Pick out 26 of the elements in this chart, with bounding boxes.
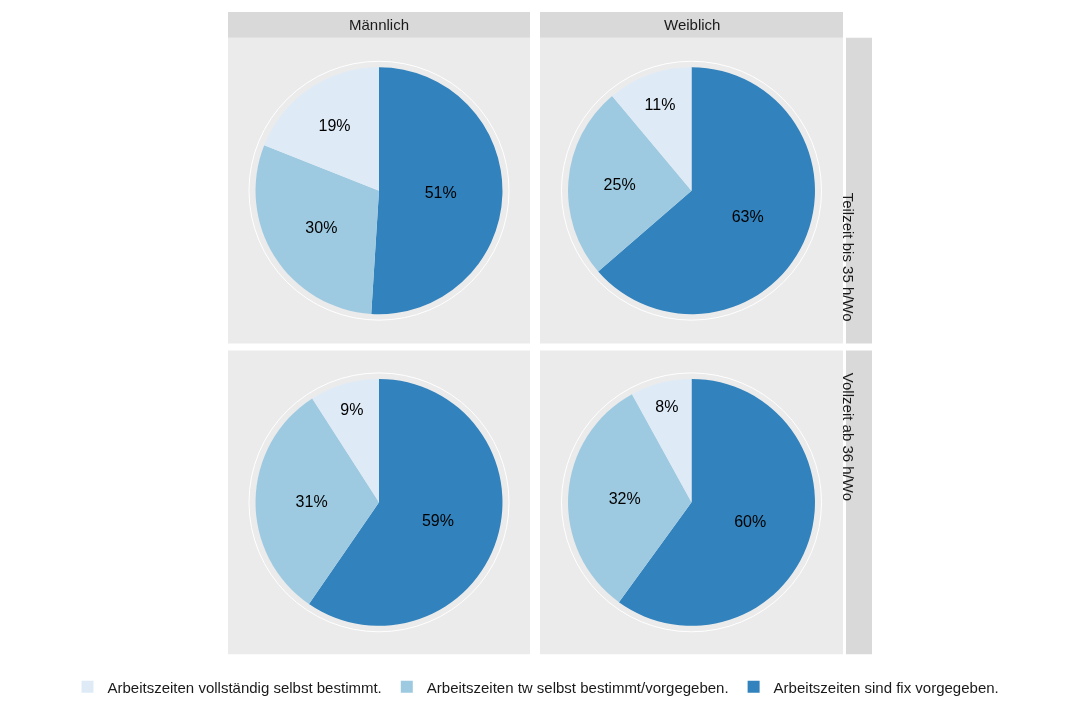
pie-slice — [255, 398, 379, 605]
data-label: 8% — [655, 398, 679, 416]
legend-label: Arbeitszeiten sind fix vorgegeben. — [773, 678, 999, 696]
data-label: 9% — [340, 401, 364, 419]
pie-slice — [371, 67, 503, 314]
chart-title: Weiblich — [664, 16, 721, 33]
data-label: 32% — [608, 489, 641, 507]
text: Teilzeit bis 35 h/Wo — [839, 192, 857, 322]
text: Vollzeit ab 36 h/Wo — [839, 372, 857, 501]
data-label: 25% — [603, 176, 636, 194]
data-label: 19% — [318, 116, 351, 134]
data-label: 60% — [734, 512, 767, 530]
data-label: 63% — [731, 207, 764, 225]
legend-label: Arbeitszeiten tw selbst bestimmt/vorgegeben. — [426, 678, 729, 696]
data-label: 31% — [295, 492, 328, 510]
data-label: 59% — [421, 512, 454, 530]
data-label: 51% — [424, 184, 457, 202]
pie-slice — [568, 394, 692, 603]
pie-slice — [568, 96, 692, 272]
pie-slice — [598, 67, 815, 315]
data-label: 11% — [644, 95, 676, 113]
chart-title: Männlich — [349, 16, 410, 33]
legend-label: Arbeitszeiten vollständig selbst bestimmt. — [107, 678, 382, 696]
pie-slice — [255, 145, 379, 314]
pie-slice — [264, 67, 379, 191]
data-label: 30% — [305, 218, 338, 236]
